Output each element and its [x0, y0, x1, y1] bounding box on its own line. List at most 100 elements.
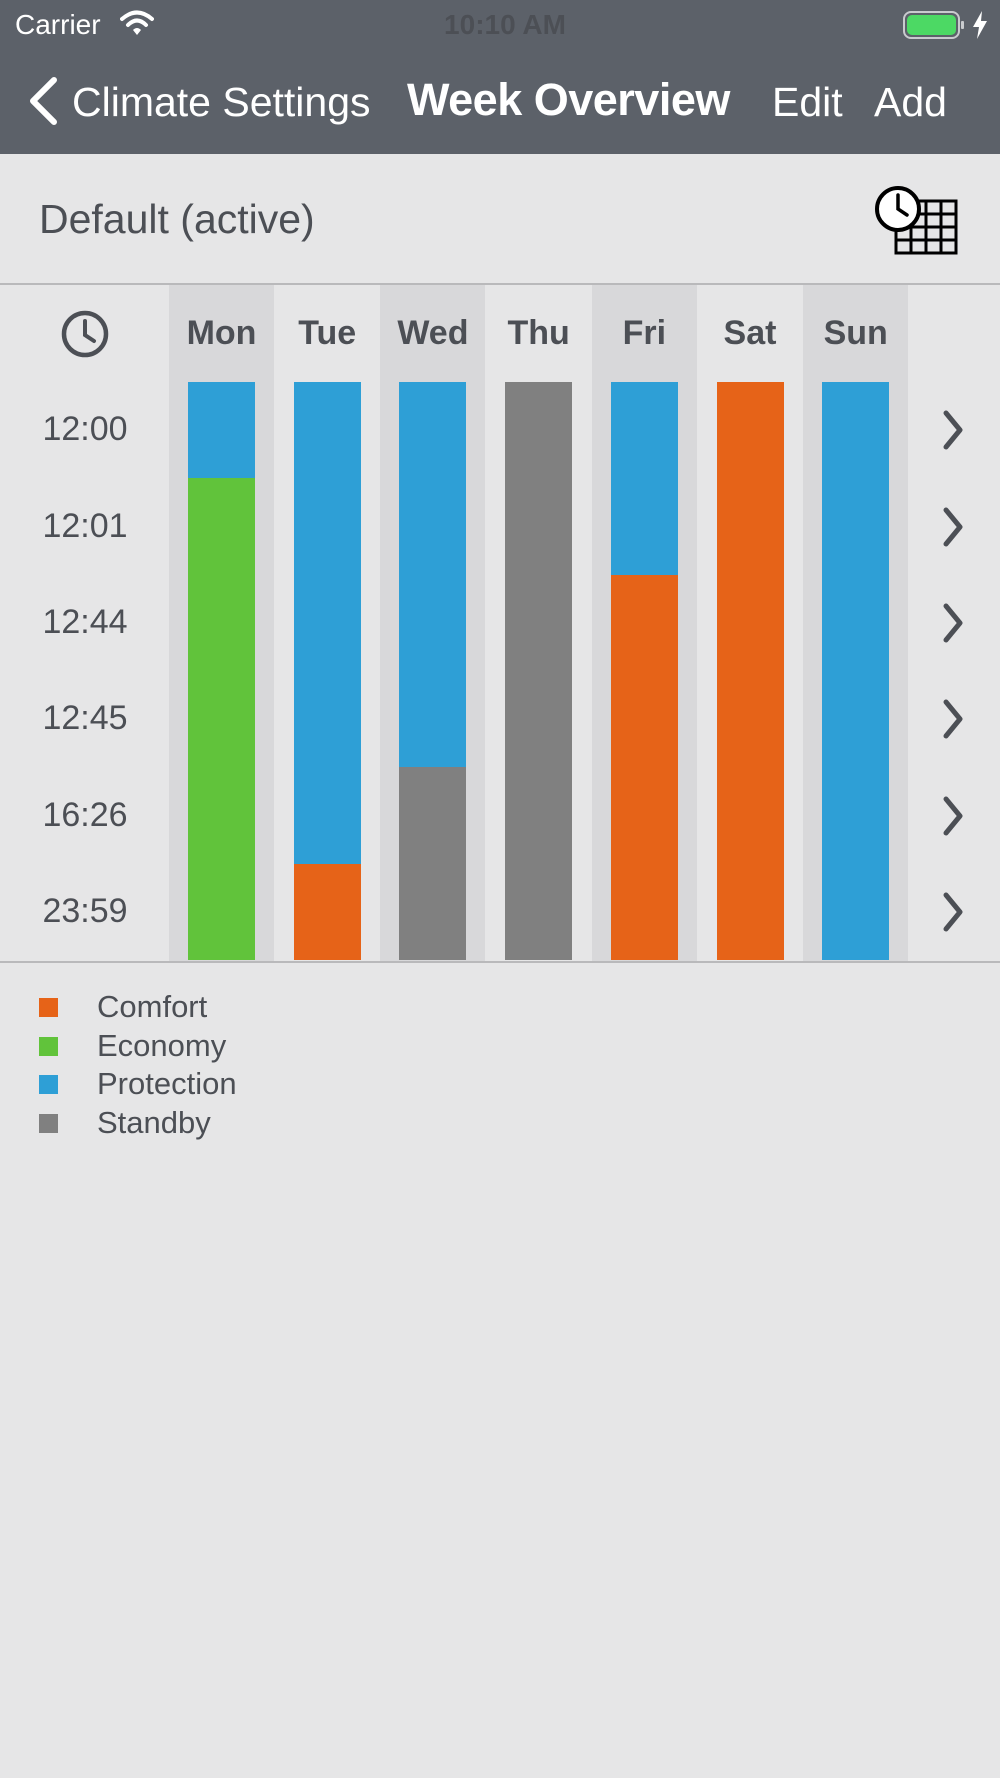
- schedule-segment-protection: [293, 671, 361, 768]
- clock-time: 10:10 AM: [444, 9, 566, 40]
- schedule-segment-economy: [188, 671, 255, 768]
- day-bar[interactable]: [188, 382, 255, 961]
- time-slot-label: 12:00: [42, 410, 128, 449]
- clock-schedule-icon[interactable]: [874, 185, 960, 262]
- time-slot-label: 23:59: [42, 891, 128, 930]
- back-chevron-icon[interactable]: [28, 77, 58, 130]
- day-column-mon: Mon: [169, 285, 274, 961]
- day-header: Wed: [397, 314, 469, 352]
- schedule-segment-comfort: [716, 478, 784, 576]
- schedule-segment-economy: [188, 574, 255, 672]
- schedule-segment-standby: [505, 863, 573, 961]
- schedule-segment-standby: [505, 382, 573, 479]
- schedule-segment-standby: [505, 574, 573, 672]
- profile-header: Default (active): [0, 154, 1000, 285]
- top-bar: Carrier 10:10 AM: [0, 0, 1000, 154]
- day-bar[interactable]: [293, 382, 361, 961]
- day-header: Tue: [298, 314, 357, 352]
- legend-label: Protection: [97, 1066, 237, 1102]
- legend-swatch: [39, 1113, 58, 1133]
- schedule-segment-protection: [610, 478, 678, 576]
- profile-name: Default (active): [39, 196, 315, 242]
- schedule-segment-standby: [505, 671, 573, 768]
- schedule-segment-protection: [610, 382, 678, 479]
- legend-swatch: [39, 1075, 58, 1095]
- schedule-segment-comfort: [610, 767, 678, 865]
- schedule-segment-protection: [822, 863, 890, 961]
- time-slot-label: 12:45: [42, 699, 128, 738]
- schedule-segment-comfort: [610, 574, 678, 672]
- schedule-segment-protection: [293, 767, 361, 865]
- clock-icon: [60, 309, 110, 364]
- schedule-segment-comfort: [716, 574, 784, 672]
- schedule-segment-comfort: [293, 863, 361, 961]
- schedule-segment-comfort: [716, 671, 784, 768]
- day-bar[interactable]: [399, 382, 467, 961]
- day-column-tue: Tue: [275, 285, 380, 961]
- schedule-segment-standby: [399, 863, 467, 961]
- schedule-segment-economy: [188, 863, 255, 961]
- day-bar[interactable]: [716, 382, 784, 961]
- schedule-segment-protection: [822, 382, 890, 479]
- chevron-right-icon[interactable]: [942, 795, 964, 842]
- day-column-wed: Wed: [380, 285, 486, 961]
- status-bar: Carrier 10:10 AM: [0, 0, 1000, 50]
- schedule-segment-protection: [822, 671, 890, 768]
- schedule-segment-protection: [293, 382, 361, 479]
- day-header: Mon: [186, 314, 257, 352]
- legend-item-protection: Protection: [39, 1062, 439, 1102]
- page-title: Week Overview: [407, 74, 730, 125]
- day-column-sat: Sat: [698, 285, 803, 961]
- time-slot-label: 12:44: [42, 602, 128, 641]
- schedule-segment-comfort: [716, 382, 784, 479]
- legend-item-standby: Standby: [39, 1101, 439, 1140]
- chevron-right-icon[interactable]: [942, 891, 964, 938]
- schedule-segment-protection: [293, 574, 361, 672]
- day-column-thu: Thu: [486, 285, 591, 961]
- legend-swatch: [39, 1036, 58, 1056]
- chevron-right-icon[interactable]: [942, 506, 964, 553]
- week-schedule-grid: Mon Tue Wed Thu Fri Sat Sun 12:00 12:01 12:44 12:4…: [0, 285, 1000, 963]
- schedule-segment-protection: [293, 478, 361, 576]
- navigation-bar: Climate Settings Week Overview Edit Add: [0, 60, 1000, 140]
- legend-swatch: [39, 998, 58, 1017]
- carrier-label: Carrier: [15, 9, 101, 40]
- chevron-right-icon[interactable]: [942, 698, 964, 745]
- schedule-segment-comfort: [610, 671, 678, 768]
- day-header: Thu: [507, 314, 570, 352]
- schedule-segment-protection: [399, 382, 467, 479]
- schedule-segment-protection: [188, 382, 255, 479]
- schedule-segment-economy: [188, 478, 255, 576]
- back-button[interactable]: Climate Settings: [72, 79, 371, 125]
- chevron-right-icon[interactable]: [942, 602, 964, 649]
- schedule-segment-protection: [822, 767, 890, 865]
- day-column-fri: Fri: [591, 285, 697, 961]
- charging-icon: [972, 11, 988, 44]
- time-slot-label: 12:01: [42, 506, 128, 545]
- legend-label: Standby: [97, 1104, 211, 1140]
- schedule-segment-standby: [505, 478, 573, 576]
- time-slot-label: 16:26: [42, 795, 128, 834]
- schedule-segment-protection: [399, 671, 467, 768]
- legend-label: Economy: [97, 1027, 227, 1063]
- schedule-segment-protection: [399, 478, 467, 576]
- schedule-segment-protection: [822, 478, 890, 576]
- schedule-segment-comfort: [716, 863, 784, 961]
- day-bar[interactable]: [505, 382, 573, 961]
- battery-icon: [903, 11, 965, 44]
- day-column-sun: Sun: [803, 285, 909, 961]
- day-header: Fri: [622, 314, 667, 352]
- day-bar[interactable]: [610, 382, 678, 961]
- chevron-right-icon[interactable]: [942, 409, 964, 456]
- add-button[interactable]: Add: [874, 79, 947, 125]
- schedule-segment-standby: [505, 767, 573, 865]
- edit-button[interactable]: Edit: [772, 79, 843, 125]
- legend-item-economy: Economy: [39, 1024, 439, 1063]
- day-bar[interactable]: [822, 382, 890, 961]
- legend-item-comfort: Comfort: [39, 985, 439, 1024]
- day-header: Sat: [723, 314, 777, 352]
- day-header: Sun: [823, 314, 888, 352]
- schedule-segment-protection: [399, 574, 467, 672]
- schedule-segment-comfort: [716, 767, 784, 865]
- legend-label: Comfort: [97, 989, 208, 1024]
